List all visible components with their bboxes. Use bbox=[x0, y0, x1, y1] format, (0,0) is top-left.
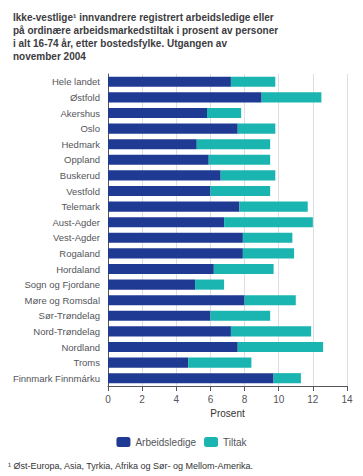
svg-text:Finnmark Finnmárku: Finnmark Finnmárku bbox=[13, 373, 100, 384]
svg-text:Rogaland: Rogaland bbox=[59, 248, 100, 259]
svg-text:Østfold: Østfold bbox=[70, 92, 100, 103]
svg-text:i alt 16-74 år, etter bostedsf: i alt 16-74 år, etter bostedsfylke. Utga… bbox=[13, 38, 227, 49]
svg-text:0: 0 bbox=[105, 394, 111, 405]
svg-text:14: 14 bbox=[341, 394, 353, 405]
svg-text:Vest-Agder: Vest-Agder bbox=[53, 232, 100, 243]
svg-text:12: 12 bbox=[307, 394, 319, 405]
svg-text:Møre og Romsdal: Møre og Romsdal bbox=[25, 295, 101, 306]
svg-text:på ordinære arbeidsmarkedstilt: på ordinære arbeidsmarkedstiltak i prose… bbox=[13, 25, 278, 36]
svg-text:november 2004: november 2004 bbox=[13, 51, 86, 62]
svg-text:Prosent: Prosent bbox=[210, 408, 245, 419]
svg-text:Nordland: Nordland bbox=[61, 342, 100, 353]
svg-text:Buskerud: Buskerud bbox=[60, 170, 100, 181]
svg-text:4: 4 bbox=[174, 394, 180, 405]
svg-text:Sør-Trøndelag: Sør-Trøndelag bbox=[39, 310, 100, 321]
svg-text:Hele landet: Hele landet bbox=[52, 76, 100, 87]
svg-text:Arbeidsledige: Arbeidsledige bbox=[135, 437, 196, 448]
svg-text:10: 10 bbox=[273, 394, 285, 405]
svg-text:Nord-Trøndelag: Nord-Trøndelag bbox=[33, 326, 100, 337]
svg-text:Aust-Agder: Aust-Agder bbox=[52, 217, 100, 228]
svg-text:Hedmark: Hedmark bbox=[61, 139, 100, 150]
svg-text:Troms: Troms bbox=[73, 357, 100, 368]
svg-text:Ikke-vestlige¹ innvandrere reg: Ikke-vestlige¹ innvandrere registrert ar… bbox=[13, 12, 274, 23]
svg-text:Tiltak: Tiltak bbox=[223, 437, 248, 448]
svg-text:Oppland: Oppland bbox=[64, 154, 100, 165]
svg-text:Hordaland: Hordaland bbox=[56, 264, 100, 275]
svg-text:8: 8 bbox=[242, 394, 248, 405]
svg-text:Akershus: Akershus bbox=[60, 108, 100, 119]
svg-text:¹ Øst-Europa, Asia, Tyrkia, Af: ¹ Øst-Europa, Asia, Tyrkia, Afrika og Sø… bbox=[8, 461, 253, 471]
svg-text:6: 6 bbox=[208, 394, 214, 405]
svg-text:Vestfold: Vestfold bbox=[66, 186, 100, 197]
svg-text:Sogn og Fjordane: Sogn og Fjordane bbox=[24, 279, 100, 290]
svg-text:Oslo: Oslo bbox=[80, 123, 100, 134]
svg-text:2: 2 bbox=[139, 394, 145, 405]
svg-text:Telemark: Telemark bbox=[61, 201, 100, 212]
